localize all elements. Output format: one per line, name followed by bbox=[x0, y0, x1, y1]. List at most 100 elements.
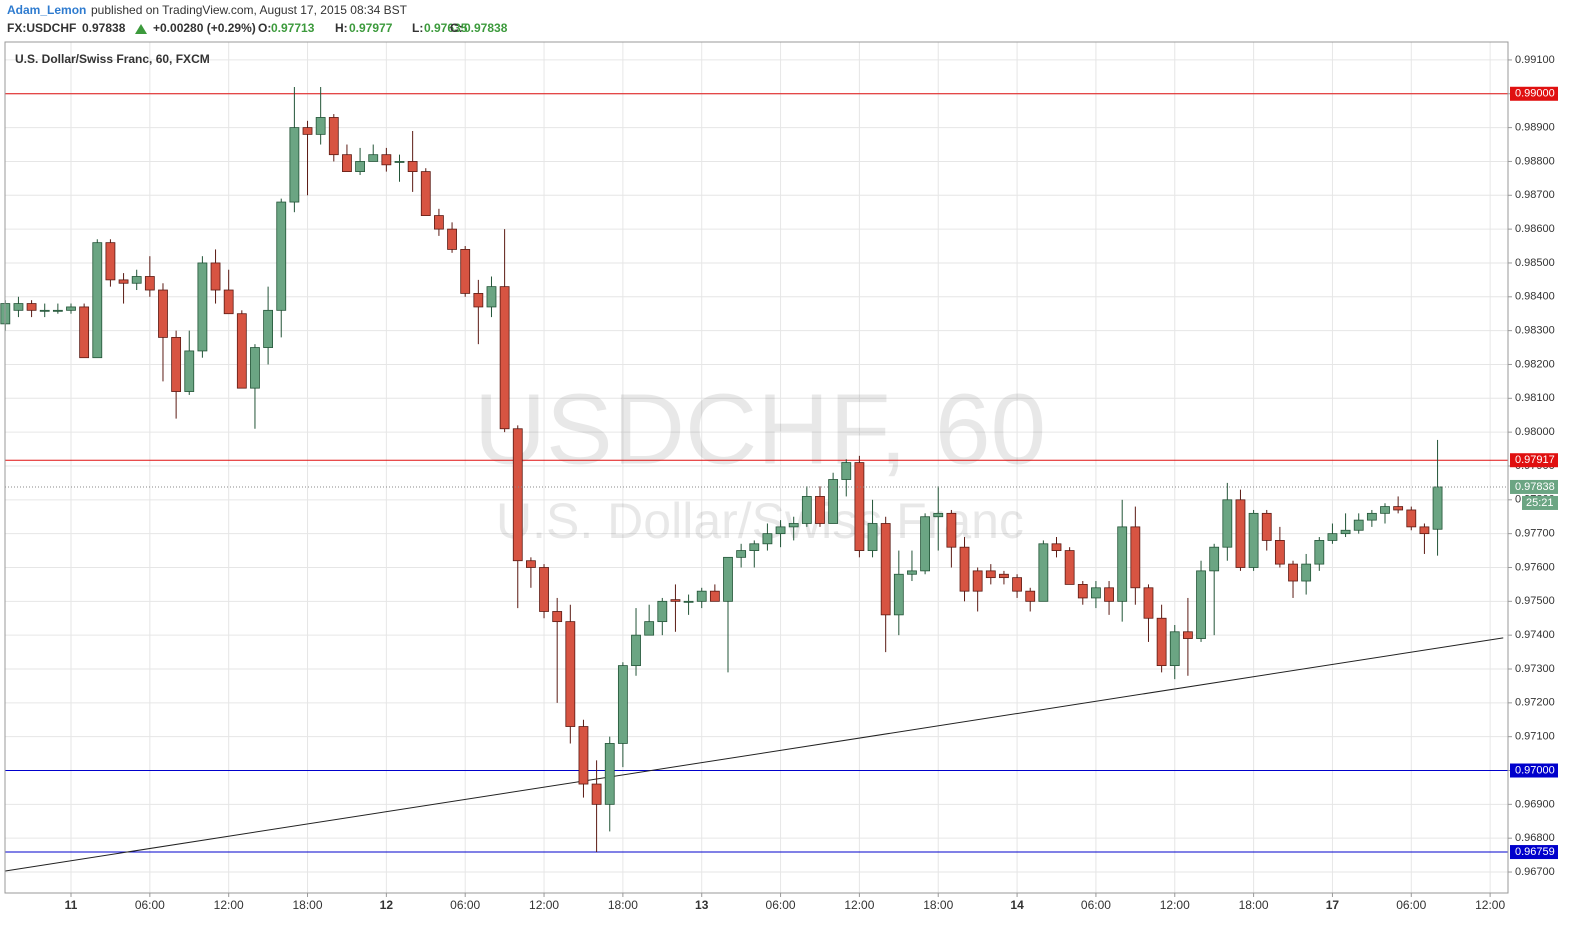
candle-body bbox=[1196, 570, 1206, 639]
candle-body bbox=[499, 286, 510, 430]
candle-body bbox=[39, 309, 50, 312]
x-tick-label: 12:00 bbox=[529, 898, 559, 912]
candle bbox=[368, 144, 379, 162]
candle-body bbox=[683, 600, 694, 603]
candle-body bbox=[1169, 631, 1180, 667]
candle-body bbox=[696, 590, 707, 602]
candle bbox=[1209, 543, 1220, 636]
candle bbox=[1327, 523, 1338, 544]
candle-body bbox=[539, 567, 549, 612]
candle bbox=[1261, 509, 1272, 551]
candle-body bbox=[1301, 563, 1312, 582]
candle-body bbox=[880, 523, 891, 616]
candle-body bbox=[1235, 499, 1246, 568]
candle-body bbox=[342, 154, 352, 172]
candle bbox=[302, 120, 313, 196]
candle bbox=[1393, 496, 1404, 514]
y-tick-label: 0.96800 bbox=[1515, 832, 1555, 844]
candle-body bbox=[670, 599, 681, 602]
candle-body bbox=[92, 242, 103, 359]
candle bbox=[1091, 581, 1101, 609]
candle bbox=[539, 564, 549, 619]
candle-body bbox=[1419, 526, 1430, 535]
candle bbox=[171, 330, 182, 419]
candle bbox=[158, 283, 168, 382]
candle-body bbox=[52, 309, 63, 312]
candle-body bbox=[1104, 587, 1114, 602]
candle-body bbox=[1143, 587, 1154, 619]
x-tick-label: 13 bbox=[695, 898, 709, 912]
candle bbox=[657, 597, 668, 636]
candle bbox=[854, 455, 865, 558]
y-tick-label: 0.97200 bbox=[1515, 697, 1555, 709]
candle bbox=[315, 87, 326, 145]
candle bbox=[52, 303, 63, 314]
candle bbox=[250, 344, 260, 429]
x-tick-label: 12:00 bbox=[844, 898, 874, 912]
candle bbox=[946, 509, 957, 568]
candle-body bbox=[512, 428, 523, 562]
candle bbox=[591, 760, 602, 853]
candle bbox=[1301, 553, 1312, 595]
candle-body bbox=[552, 611, 563, 623]
candle-body bbox=[197, 262, 208, 352]
candle-body bbox=[1156, 617, 1167, 667]
candle bbox=[289, 87, 300, 213]
candle-body bbox=[1393, 506, 1404, 511]
candle bbox=[460, 246, 471, 297]
candle bbox=[420, 168, 431, 216]
candle bbox=[473, 279, 484, 345]
c-label: C: bbox=[450, 21, 463, 35]
candle bbox=[867, 499, 878, 558]
candle bbox=[788, 516, 799, 541]
candle bbox=[1340, 513, 1351, 538]
candle bbox=[355, 147, 365, 175]
candle bbox=[815, 486, 825, 527]
candle bbox=[631, 608, 641, 676]
candle-body bbox=[420, 171, 431, 216]
candle bbox=[552, 597, 563, 703]
candle-body bbox=[210, 262, 221, 291]
h-label: H: bbox=[335, 21, 348, 35]
y-tick-label: 0.98800 bbox=[1515, 155, 1555, 167]
candle bbox=[749, 540, 760, 568]
candle bbox=[512, 425, 523, 609]
plot-border bbox=[4, 41, 1509, 894]
candle bbox=[394, 154, 405, 182]
level-tag bbox=[1510, 86, 1558, 101]
y-tick-label: 0.98600 bbox=[1515, 223, 1555, 235]
x-tick-label: 12:00 bbox=[1475, 898, 1505, 912]
x-tick-label: 12 bbox=[380, 898, 394, 912]
candle bbox=[1274, 526, 1285, 568]
candle-body bbox=[407, 161, 418, 172]
candle-body bbox=[486, 286, 497, 308]
candle bbox=[131, 269, 142, 291]
candle bbox=[1156, 604, 1167, 673]
candle bbox=[1077, 581, 1088, 605]
level-tag bbox=[1510, 453, 1558, 468]
candle-body bbox=[144, 276, 155, 291]
symbol: FX:USDCHF bbox=[7, 21, 76, 35]
price-tag bbox=[1510, 479, 1558, 494]
candle-body bbox=[972, 570, 983, 592]
candle bbox=[381, 147, 392, 172]
candle-body bbox=[801, 496, 812, 524]
candle bbox=[236, 310, 247, 389]
candle-body bbox=[355, 161, 365, 172]
candle-body bbox=[302, 127, 313, 135]
candle bbox=[644, 604, 655, 636]
x-tick-label: 18:00 bbox=[1239, 898, 1269, 912]
candle bbox=[66, 303, 76, 314]
candle bbox=[1366, 509, 1377, 527]
candle-body bbox=[381, 154, 392, 166]
author[interactable]: Adam_Lemon bbox=[7, 3, 86, 17]
level-label: 0.97917 bbox=[1515, 454, 1555, 466]
candle-body bbox=[447, 228, 457, 250]
candle bbox=[617, 662, 628, 768]
candle-body bbox=[749, 543, 760, 551]
y-tick-label: 0.98500 bbox=[1515, 257, 1555, 269]
candle bbox=[762, 523, 773, 551]
